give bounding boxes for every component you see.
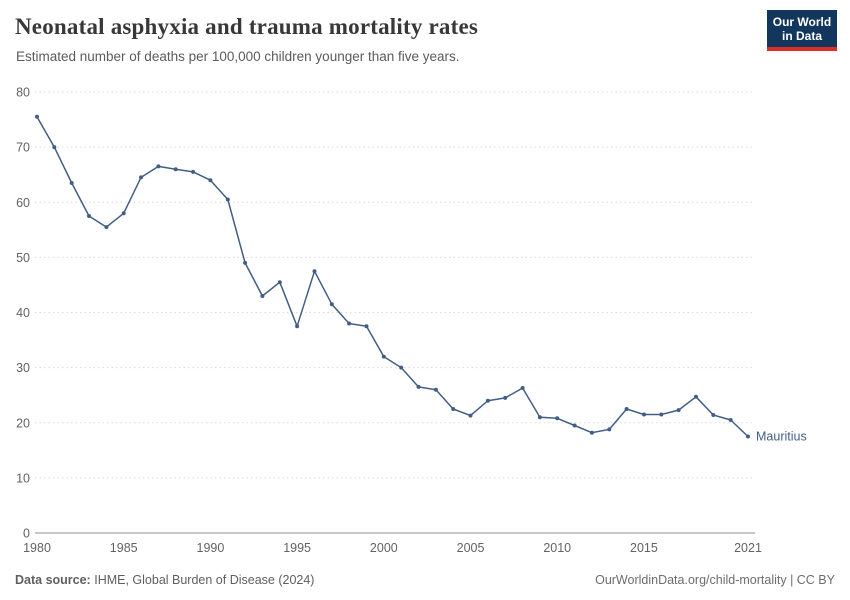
y-tick-label: 50: [16, 251, 30, 265]
x-tick-label: 2000: [370, 541, 398, 555]
series-label-mauritius[interactable]: Mauritius: [756, 430, 807, 444]
data-point[interactable]: [208, 178, 213, 183]
x-tick-label: 1980: [23, 541, 51, 555]
data-point[interactable]: [260, 294, 265, 298]
data-point[interactable]: [572, 423, 577, 428]
data-point[interactable]: [451, 407, 456, 411]
data-point[interactable]: [694, 394, 698, 399]
data-point[interactable]: [87, 214, 91, 218]
data-point[interactable]: [52, 145, 57, 150]
footer-credit-link[interactable]: OurWorldinData.org/child-mortality | CC …: [595, 573, 835, 587]
x-tick-label: 2015: [630, 541, 658, 555]
y-tick-label: 0: [23, 527, 30, 541]
data-point[interactable]: [468, 413, 473, 418]
data-point[interactable]: [728, 418, 733, 422]
series-line-mauritius[interactable]: [36, 116, 749, 438]
data-point[interactable]: [329, 302, 334, 307]
y-tick-label: 70: [16, 141, 30, 155]
data-source: Data source: IHME, Global Burden of Dise…: [15, 573, 314, 587]
y-tick-label: 80: [16, 86, 30, 100]
data-point[interactable]: [503, 395, 508, 400]
owid-logo-line2: in Data: [781, 29, 822, 43]
chart-footer: Data source: IHME, Global Burden of Dise…: [15, 573, 835, 587]
data-point[interactable]: [520, 386, 525, 390]
data-point[interactable]: [589, 430, 594, 435]
data-point[interactable]: [312, 269, 317, 274]
y-tick-label: 30: [16, 361, 30, 375]
data-point[interactable]: [746, 434, 750, 439]
y-tick-label: 10: [16, 471, 30, 485]
data-source-label: Data source:: [15, 573, 91, 587]
x-tick-label: 1990: [197, 541, 225, 555]
data-source-text: IHME, Global Burden of Disease (2024): [94, 573, 315, 587]
data-point[interactable]: [399, 365, 404, 370]
x-tick-label: 2021: [734, 541, 762, 555]
data-point[interactable]: [121, 211, 126, 216]
data-point[interactable]: [676, 408, 681, 413]
data-point[interactable]: [416, 384, 421, 389]
data-point[interactable]: [555, 416, 560, 421]
data-point[interactable]: [243, 260, 248, 265]
data-point[interactable]: [364, 324, 369, 329]
data-point[interactable]: [173, 167, 178, 172]
data-point[interactable]: [711, 413, 716, 417]
x-tick-label: 1985: [110, 541, 138, 555]
data-point[interactable]: [225, 197, 230, 202]
chart-header: Neonatal asphyxia and trauma mortality r…: [15, 14, 750, 64]
data-point[interactable]: [659, 412, 664, 417]
data-point[interactable]: [624, 407, 629, 411]
data-point[interactable]: [277, 280, 282, 285]
data-point[interactable]: [139, 175, 143, 180]
data-point[interactable]: [104, 225, 109, 230]
data-point[interactable]: [433, 387, 438, 392]
x-tick-label: 2010: [543, 541, 571, 555]
y-tick-label: 60: [16, 196, 30, 210]
chart-title: Neonatal asphyxia and trauma mortality r…: [15, 14, 479, 39]
line-chart[interactable]: 0 10 20 30 40 50 60 70 80 1980 1985 1990 1995 2000 200…: [0, 76, 850, 556]
y-tick-label: 20: [16, 416, 30, 430]
data-point[interactable]: [295, 324, 300, 329]
data-point[interactable]: [191, 169, 196, 174]
data-point[interactable]: [485, 398, 490, 403]
data-point[interactable]: [537, 415, 542, 420]
data-point[interactable]: [607, 427, 612, 432]
chart-subtitle: Estimated number of deaths per 100,000 c…: [16, 49, 460, 64]
data-point[interactable]: [69, 181, 74, 185]
y-tick-label: 40: [16, 306, 30, 320]
x-tick-label: 2005: [457, 541, 485, 555]
data-point[interactable]: [156, 164, 161, 169]
line-chart-canvas[interactable]: 0 10 20 30 40 50 60 70 80 1980 1985 1990 1995 2000 200…: [0, 76, 850, 556]
x-tick-label: 1995: [283, 541, 311, 555]
data-point[interactable]: [347, 321, 352, 326]
data-point[interactable]: [642, 412, 646, 417]
data-point[interactable]: [35, 114, 39, 119]
data-point[interactable]: [381, 354, 386, 359]
owid-logo-line1: Our World: [772, 15, 832, 29]
owid-logo[interactable]: Our World in Data: [767, 10, 837, 51]
